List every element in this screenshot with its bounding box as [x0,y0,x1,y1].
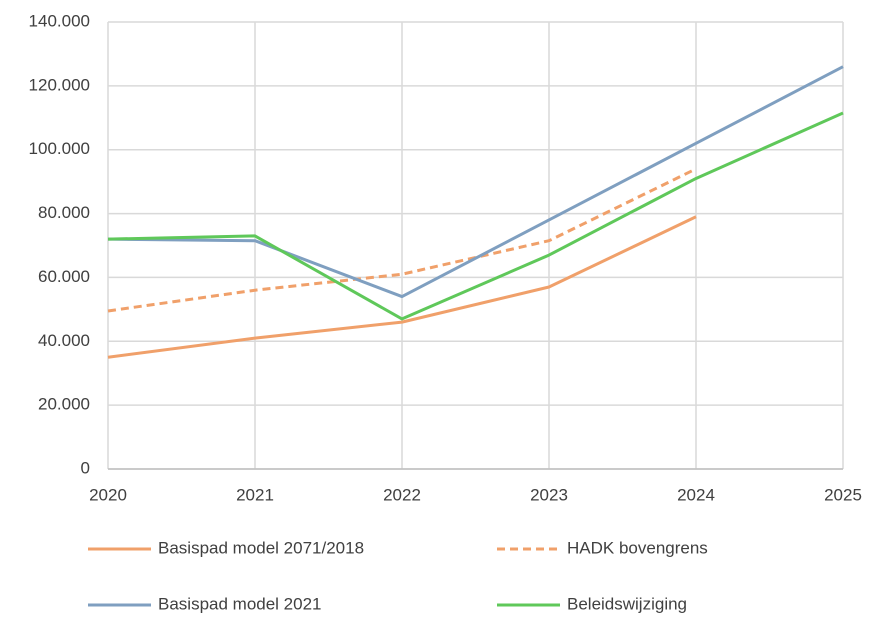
x-tick-label: 2020 [89,485,127,504]
y-tick-label: 100.000 [29,139,90,158]
y-tick-label: 40.000 [38,331,90,350]
y-tick-label: 0 [81,458,90,477]
series-line [107,65,844,299]
y-tick-label: 20.000 [38,395,90,414]
y-tick-label: 120.000 [29,75,90,94]
legend-label: Basispad model 2071/2018 [158,538,364,557]
series-line [107,167,697,313]
y-tick-label: 60.000 [38,267,90,286]
legend-label: HADK bovengrens [567,538,708,557]
y-tick-label: 80.000 [38,203,90,222]
x-tick-label: 2022 [383,485,421,504]
series-line [107,215,697,359]
legend-label: Beleidswijziging [567,594,687,613]
x-tick-label: 2021 [236,485,274,504]
x-tick-label: 2024 [677,485,715,504]
legend-label: Basispad model 2021 [158,594,322,613]
x-tick-label: 2023 [530,485,568,504]
series-line [107,111,844,321]
y-tick-label: 140.000 [29,11,90,30]
x-tick-label: 2025 [824,485,862,504]
